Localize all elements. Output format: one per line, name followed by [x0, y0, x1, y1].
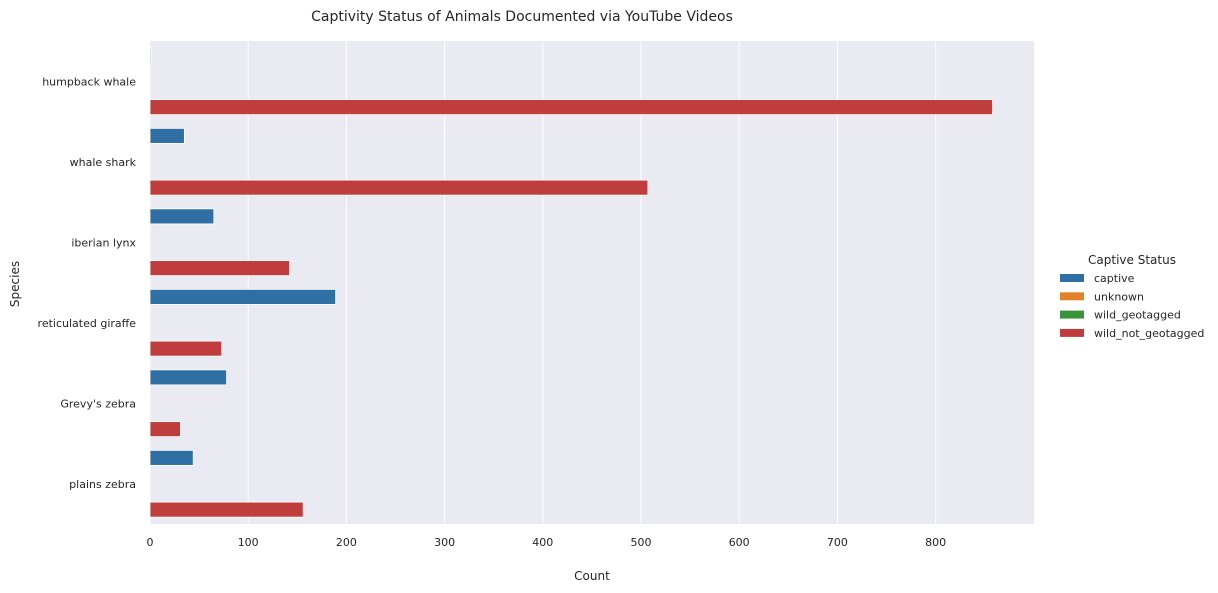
legend-label-captive: captive	[1094, 272, 1135, 285]
bar-captive-0	[149, 47, 152, 64]
legend-label-wild_geotagged: wild_geotagged	[1094, 309, 1181, 322]
x-tick-labels: 0 100 200 300 400 500 600 700 800	[147, 536, 947, 549]
legend-swatch-wild_not_geotagged	[1060, 328, 1084, 337]
legend-swatch-wild_geotagged	[1060, 310, 1084, 319]
chart-title: Captivity Status of Animals Documented v…	[311, 9, 733, 25]
legend-title: Captive Status	[1088, 253, 1176, 267]
y-tick-label: whale shark	[70, 156, 137, 169]
legend-label-unknown: unknown	[1094, 290, 1144, 303]
y-axis-label: Species	[8, 261, 22, 307]
y-tick-label: humpback whale	[42, 75, 136, 88]
x-tick-label: 500	[631, 536, 652, 549]
plot-area	[150, 41, 1034, 524]
bar-wild_not_geotagged-0	[149, 99, 993, 116]
bar-wild_not_geotagged-3	[149, 340, 223, 357]
bar-wild_not_geotagged-1	[149, 179, 649, 196]
grid-lines	[149, 41, 937, 524]
bar-captive-2	[149, 208, 215, 225]
bars	[149, 47, 993, 518]
bar-captive-3	[149, 288, 336, 305]
x-tick-label: 800	[925, 536, 946, 549]
y-tick-labels: humpback whale whale shark iberian lynx ret…	[38, 75, 137, 491]
x-tick-label: 0	[147, 536, 154, 549]
bar-captive-1	[149, 127, 185, 144]
bar-wild_not_geotagged-4	[149, 421, 181, 438]
y-tick-label: Grevy's zebra	[60, 397, 136, 410]
x-tick-label: 100	[238, 536, 259, 549]
bar-captive-5	[149, 449, 194, 466]
bar-captive-4	[149, 369, 227, 386]
bar-wild_not_geotagged-2	[149, 260, 290, 277]
x-tick-label: 700	[827, 536, 848, 549]
x-axis-label: Count	[574, 569, 610, 583]
bar-wild_not_geotagged-5	[149, 501, 304, 518]
legend-label-wild_not_geotagged: wild_not_geotagged	[1094, 327, 1204, 340]
y-tick-label: iberian lynx	[71, 236, 136, 249]
x-tick-label: 300	[434, 536, 455, 549]
legend-swatch-unknown	[1060, 292, 1084, 301]
legend: Captive Status captive unknown wild_geotag…	[1060, 253, 1204, 340]
y-tick-label: plains zebra	[69, 478, 136, 491]
x-tick-label: 600	[729, 536, 750, 549]
x-tick-label: 200	[336, 536, 357, 549]
y-tick-label: reticulated giraffe	[38, 317, 137, 330]
legend-swatch-captive	[1060, 274, 1084, 282]
x-tick-label: 400	[532, 536, 553, 549]
